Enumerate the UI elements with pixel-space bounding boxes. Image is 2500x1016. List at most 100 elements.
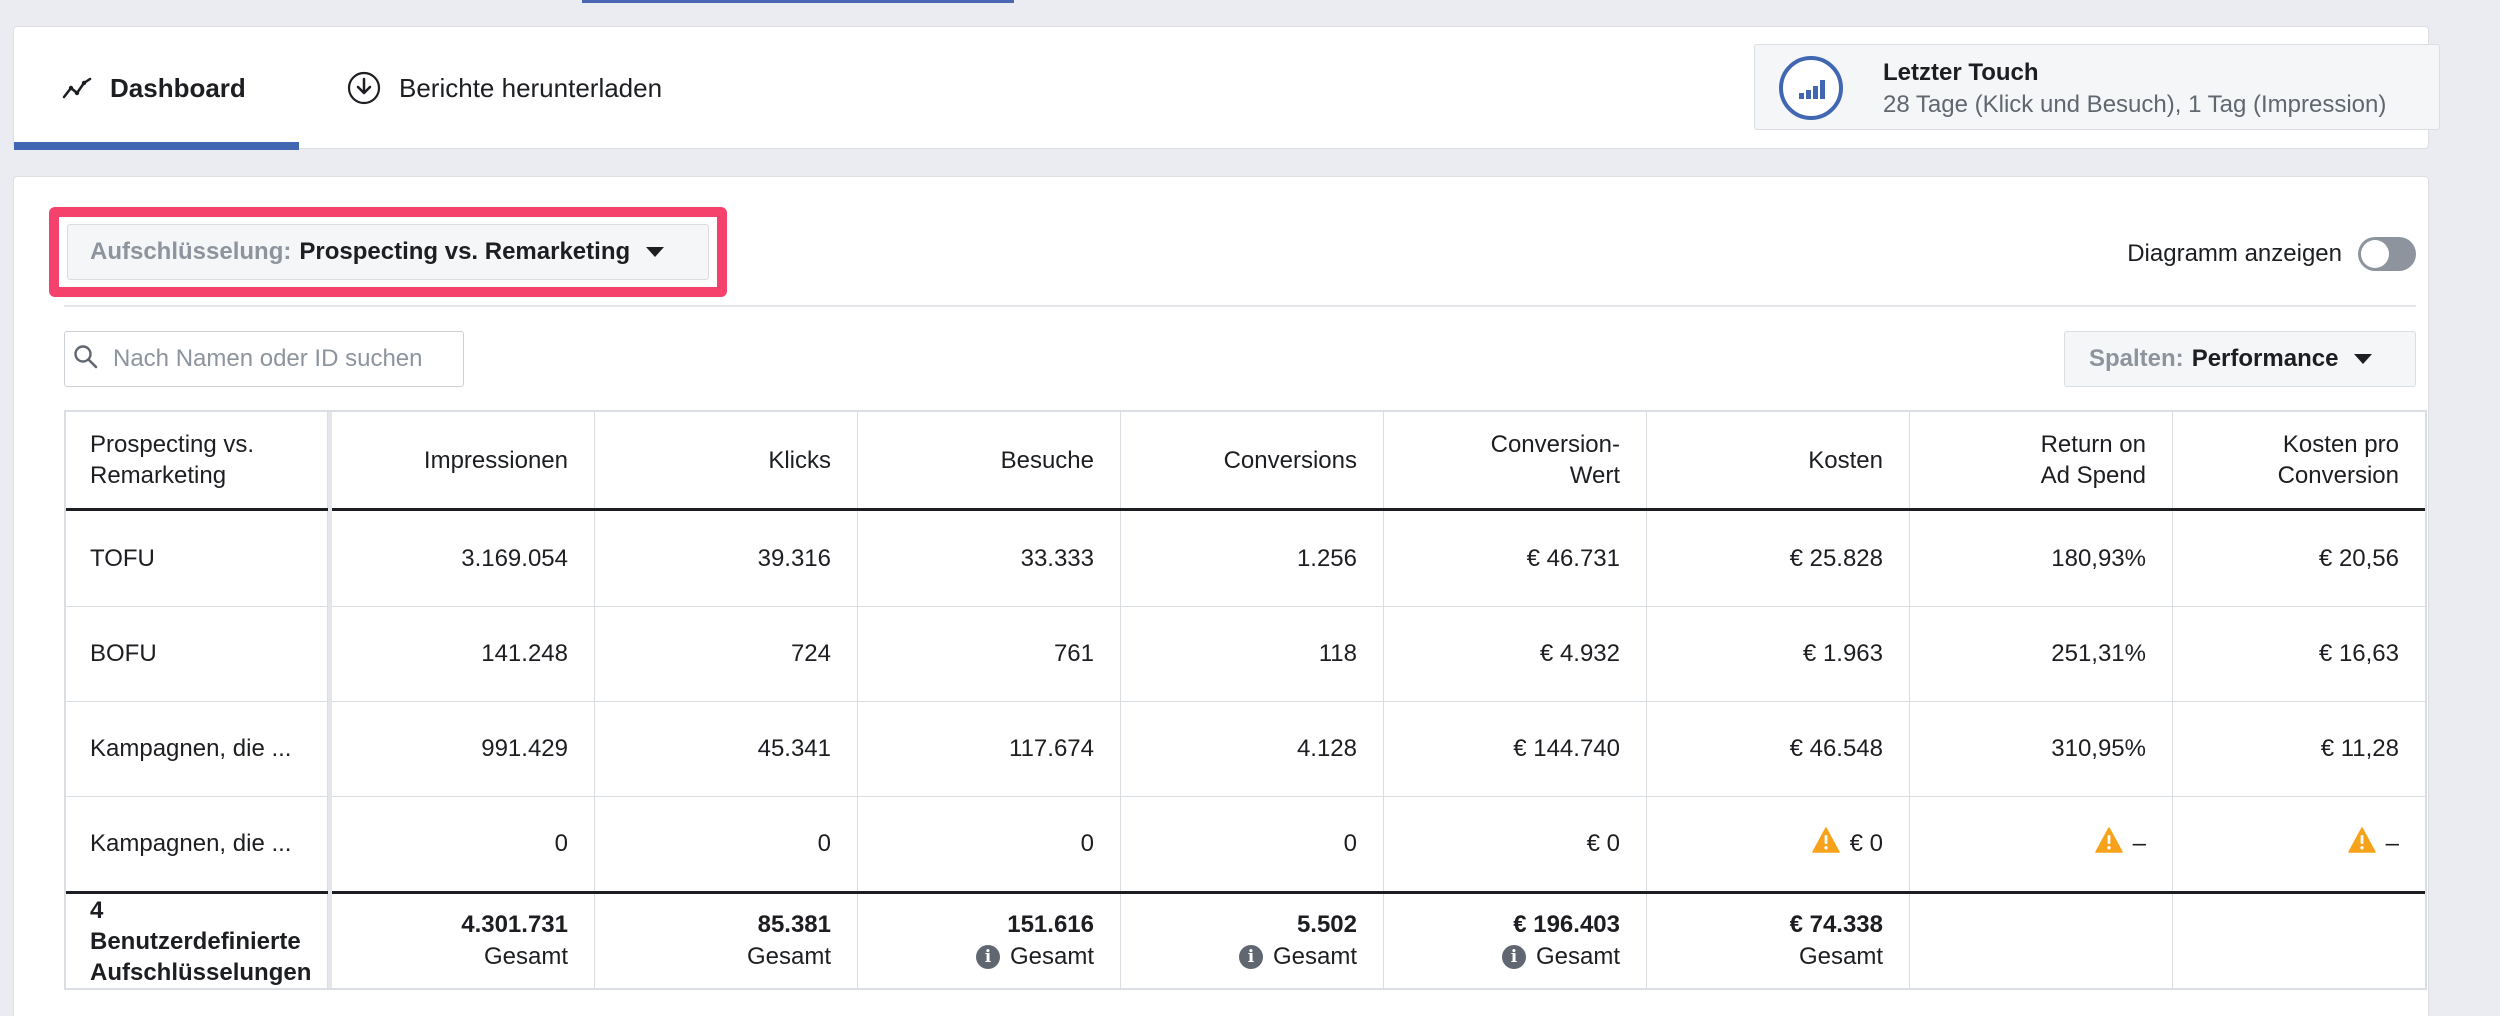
cell-value: 1.256 (1296, 544, 1357, 572)
cell-visits: 117.674 (858, 701, 1121, 796)
header-visits[interactable]: Besuche (858, 412, 1121, 508)
cell-conversion-value: € 46.731 (1384, 511, 1647, 606)
total-label: 4 Benutzerdefinierte Aufschlüsselungen (66, 894, 328, 988)
total-impressions: 4.301.731 Gesamt (332, 894, 595, 988)
cell-costs: € 0 (1647, 796, 1910, 891)
chart-toggle-label: Diagramm anzeigen (2127, 240, 2342, 267)
header-impressions[interactable]: Impressionen (332, 412, 595, 508)
top-accent-bar (582, 0, 1014, 3)
cell-value: 4.128 (1296, 734, 1357, 762)
cell-costs: € 1.963 (1647, 606, 1910, 701)
search-input[interactable] (113, 345, 453, 373)
frozen-column-separator (328, 412, 332, 988)
cell-value: 141.248 (481, 639, 568, 667)
toggle-knob (2361, 240, 2389, 268)
chevron-down-icon (646, 247, 665, 257)
total-cost-per-conversion (2173, 894, 2425, 988)
breakdown-dropdown[interactable]: Aufschlüsselung: Prospecting vs. Remarke… (67, 224, 709, 280)
cell-conversion-value: € 0 (1384, 796, 1647, 891)
header-costs[interactable]: Kosten (1647, 412, 1910, 508)
cell-cost-per-conversion: – (2173, 796, 2425, 891)
active-tab-underline (14, 142, 299, 150)
cell-conversions: 1.256 (1121, 511, 1384, 606)
header-clicks[interactable]: Klicks (595, 412, 858, 508)
cell-breakdown[interactable]: Kampagnen, die ... (66, 701, 328, 796)
total-value: 151.616 (1007, 911, 1094, 938)
cell-clicks: 724 (595, 606, 858, 701)
attribution-icon (1779, 56, 1843, 120)
cell-breakdown[interactable]: TOFU (66, 511, 328, 606)
total-sub: i Gesamt (1238, 941, 1357, 973)
total-sub: i Gesamt (975, 941, 1094, 973)
cell-value: € 0 (1586, 829, 1620, 857)
total-sub-label: Gesamt (1272, 943, 1357, 970)
header-cost-per-conversion[interactable]: Kosten pro Conversion (2173, 412, 2425, 508)
chart-toggle[interactable] (2358, 237, 2416, 271)
cell-value: 45.341 (757, 734, 831, 762)
tab-dashboard[interactable]: Dashboard (14, 27, 299, 150)
warning-icon[interactable] (2094, 827, 2123, 860)
tab-bar: Dashboard Berichte herunterladen Letzter… (13, 26, 2440, 150)
header-conversions-label: Conversions (1223, 446, 1357, 474)
cell-roas: – (1910, 796, 2173, 891)
cell-breakdown[interactable]: BOFU (66, 606, 328, 701)
cell-roas: 310,95% (1910, 701, 2173, 796)
warning-icon[interactable] (1811, 827, 1840, 860)
header-costs-label: Kosten (1808, 446, 1883, 474)
cell-value: 251,31% (2051, 639, 2146, 667)
cell-breakdown[interactable]: Kampagnen, die ... (66, 796, 328, 891)
header-visits-label: Besuche (1000, 446, 1094, 474)
cell-value: 0 (554, 829, 568, 857)
cell-impressions: 141.248 (332, 606, 595, 701)
total-conversions: 5.502 i Gesamt (1121, 894, 1384, 988)
cell-value: – (2132, 829, 2146, 857)
header-breakdown-line1: Prospecting vs. (90, 431, 255, 458)
divider (64, 305, 2416, 307)
total-divider (66, 891, 2425, 894)
warning-icon[interactable] (2347, 827, 2376, 860)
total-roas (1910, 894, 2173, 988)
cell-visits: 761 (858, 606, 1121, 701)
header-cpc-line2: Conversion (2277, 462, 2399, 489)
total-value: € 196.403 (1513, 911, 1620, 938)
header-conversion-value[interactable]: Conversion- Wert (1384, 412, 1647, 508)
header-breakdown[interactable]: Prospecting vs. Remarketing (66, 412, 328, 508)
breakdown-value: Prospecting vs. Remarketing (299, 238, 631, 265)
cell-value: € 46.731 (1526, 544, 1620, 572)
cell-value: 0 (1343, 829, 1357, 857)
header-conversion-value-line1: Conversion- (1490, 431, 1620, 458)
report-panel: Aufschlüsselung: Prospecting vs. Remarke… (13, 176, 2429, 1016)
cell-value: 991.429 (481, 734, 568, 762)
cell-cost-per-conversion: € 11,28 (2173, 701, 2425, 796)
header-divider (66, 508, 2425, 511)
cell-impressions: 3.169.054 (332, 511, 595, 606)
cell-cost-per-conversion: € 20,56 (2173, 511, 2425, 606)
info-icon[interactable]: i (1238, 945, 1263, 969)
cell-value: 39.316 (757, 544, 831, 572)
cell-value: 3.169.054 (461, 544, 568, 572)
total-sub: Gesamt (1799, 941, 1883, 973)
tab-download-reports[interactable]: Berichte herunterladen (347, 27, 662, 149)
cell-conversions: 0 (1121, 796, 1384, 891)
columns-dropdown[interactable]: Spalten: Performance (2064, 331, 2416, 387)
header-roas[interactable]: Return on Ad Spend (1910, 412, 2173, 508)
info-icon[interactable]: i (1501, 945, 1526, 969)
cell-conversions: 4.128 (1121, 701, 1384, 796)
header-conversions[interactable]: Conversions (1121, 412, 1384, 508)
cell-value: 0 (1080, 829, 1094, 857)
info-icon[interactable]: i (975, 945, 1000, 969)
cell-value: BOFU (90, 639, 157, 667)
cell-value: € 144.740 (1513, 734, 1620, 762)
attribution-setting[interactable]: Letzter Touch 28 Tage (Klick und Besuch)… (1754, 44, 2440, 130)
search-box (64, 331, 464, 387)
cell-cost-per-conversion: € 16,63 (2173, 606, 2425, 701)
header-clicks-label: Klicks (768, 446, 831, 474)
breakdown-highlight (49, 207, 727, 297)
total-visits: 151.616 i Gesamt (858, 894, 1121, 988)
total-label-line1: 4 (90, 896, 104, 924)
cell-value: Kampagnen, die ... (90, 734, 292, 762)
cell-value: 118 (1318, 639, 1357, 667)
attribution-subtitle: 28 Tage (Klick und Besuch), 1 Tag (Impre… (1883, 91, 2387, 118)
cell-value: TOFU (90, 544, 155, 572)
cell-value: € 11,28 (2320, 734, 2399, 762)
